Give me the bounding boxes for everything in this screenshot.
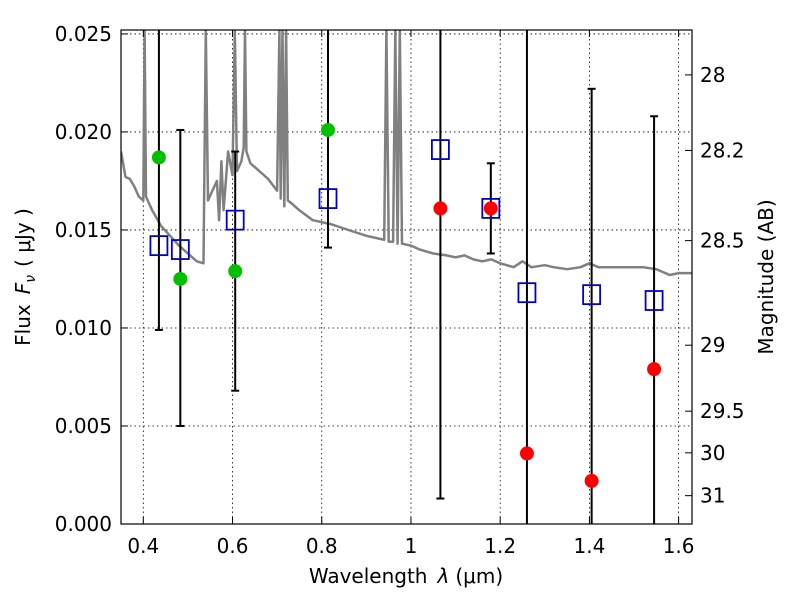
magnitude-tick-label: 29.5 xyxy=(700,399,745,423)
plot-frame xyxy=(120,29,693,525)
red-data-point xyxy=(584,473,599,488)
x-tick-label: 1.2 xyxy=(484,534,516,558)
green-data-point xyxy=(228,264,243,279)
y-tick-label: 0.000 xyxy=(55,512,112,536)
green-data-point xyxy=(151,150,166,165)
y2-axis-label: Magnitude (AB) xyxy=(754,199,778,354)
magnitude-tick-label: 31 xyxy=(700,484,725,508)
data-points xyxy=(149,122,664,488)
x-tick-label: 0.4 xyxy=(127,534,159,558)
x-tick-label: 1.4 xyxy=(573,534,605,558)
red-data-point xyxy=(433,201,448,216)
magnitude-tick-label: 30 xyxy=(700,441,725,465)
y-tick-label: 0.025 xyxy=(55,22,112,46)
red-data-point xyxy=(519,446,534,461)
red-data-point xyxy=(647,362,662,377)
magnitude-tick-label: 28 xyxy=(700,63,725,87)
y-tick-label: 0.015 xyxy=(55,218,112,242)
y-tick-label: 0.020 xyxy=(55,120,112,144)
model-spectrum-layer xyxy=(121,30,692,277)
x-tick-label: 1.6 xyxy=(663,534,695,558)
y-tick-label: 0.010 xyxy=(55,316,112,340)
x-tick-label: 0.6 xyxy=(217,534,249,558)
blue-model-square xyxy=(481,197,501,219)
blue-model-square xyxy=(582,284,602,306)
y-tick-label: 0.005 xyxy=(55,414,112,438)
green-data-point xyxy=(173,271,188,286)
x-axis-label: Wavelength λ (μm) xyxy=(309,564,503,588)
y-axis-label: FluxFν( μJy ) xyxy=(11,208,39,346)
axis-ticks: 0.4 0.6 0.8 1 1.2 1.4 1.6 0.000 0.005 0.010 0.015 0… xyxy=(55,22,745,558)
model-spectrum-line xyxy=(121,30,692,277)
x-tick-label: 1 xyxy=(405,534,418,558)
magnitude-tick-label: 28.2 xyxy=(700,138,745,162)
error-bars xyxy=(154,30,659,524)
blue-model-square xyxy=(431,139,450,160)
green-data-point xyxy=(320,122,335,137)
magnitude-tick-label: 28.5 xyxy=(700,229,745,253)
blue-model-square xyxy=(170,239,190,260)
red-data-point xyxy=(483,201,498,216)
blue-model-square xyxy=(318,188,338,209)
blue-model-square xyxy=(517,282,537,304)
x-tick-label: 0.8 xyxy=(306,534,338,558)
magnitude-tick-label: 29 xyxy=(700,333,725,357)
blue-model-square xyxy=(149,235,169,257)
blue-model-square xyxy=(225,209,245,231)
blue-model-square xyxy=(644,290,664,311)
